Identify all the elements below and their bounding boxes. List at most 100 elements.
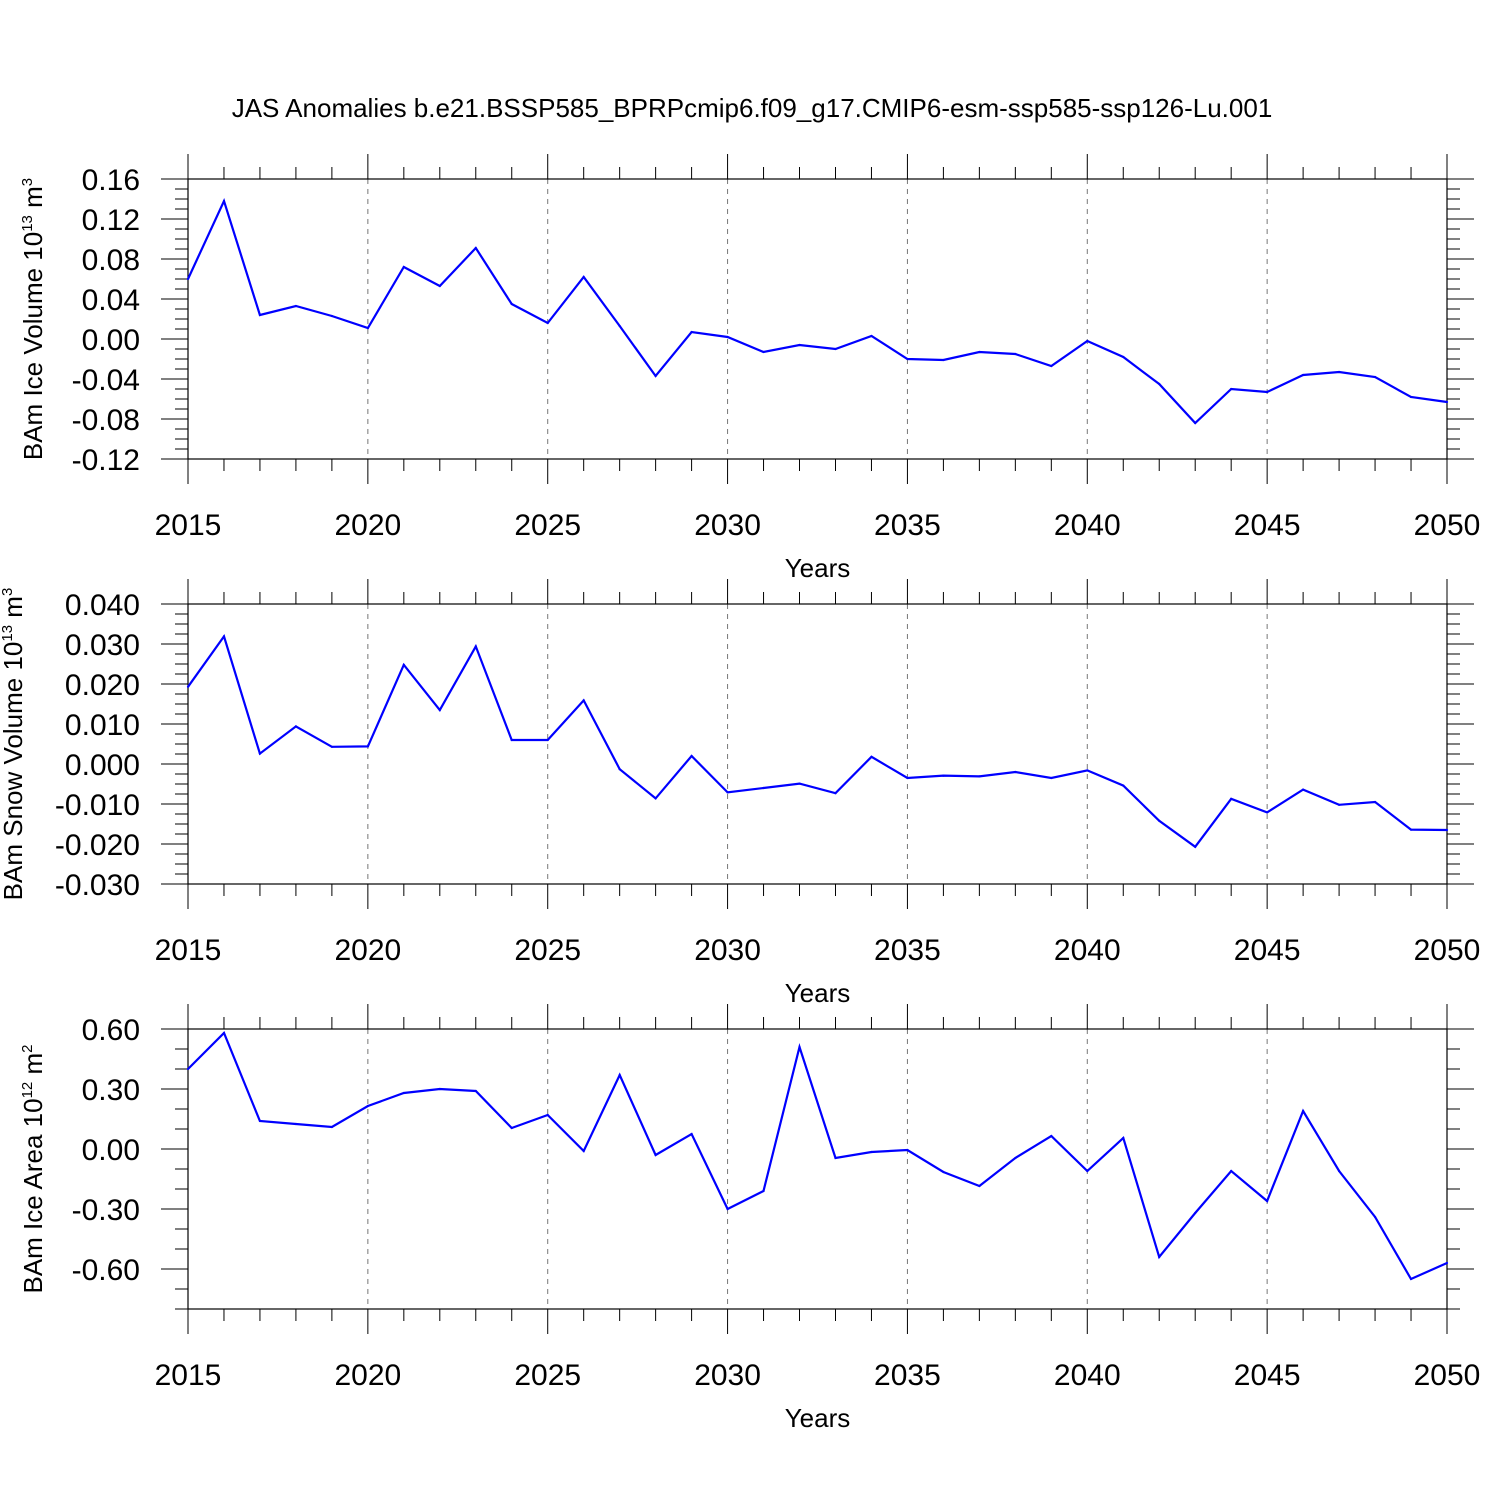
panel-2-data-point — [582, 699, 585, 702]
panel-3-x-tick-label: 2050 — [1414, 1359, 1481, 1392]
panel-1-data-point — [618, 324, 621, 328]
panel-3-y-tick-label: -0.30 — [72, 1194, 140, 1227]
panel-2-data-point — [870, 755, 873, 758]
panel-3-series-line — [187, 1031, 1448, 1281]
panel-3-y-tick-label: -0.60 — [72, 1254, 140, 1287]
panel-2-x-tick-label: 2025 — [514, 934, 581, 967]
panel-3-data-point — [942, 1170, 945, 1174]
panel-2-data-point — [690, 754, 693, 758]
panel-3-data-point — [762, 1189, 765, 1193]
panel-3-data-point — [1086, 1169, 1089, 1173]
panel-1-data-point — [726, 335, 729, 339]
panel-2-x-tick-label: 2050 — [1414, 934, 1481, 967]
panel-3-data-point — [258, 1119, 262, 1123]
panel-1-y-tick-label: -0.04 — [72, 364, 140, 397]
panel-2-x-tick-label: 2015 — [155, 934, 222, 967]
panel-2-data-point — [294, 725, 298, 728]
panel-3-y-tick-label: 0.30 — [82, 1074, 140, 1107]
panel-3-data-point — [690, 1132, 693, 1136]
panel-3-y-axis-title: BAm Ice Area 1012 m2 — [18, 1044, 48, 1293]
panel-1-y-axis-title: BAm Ice Volume 1013 m3 — [18, 178, 48, 460]
panel-2-x-tick-label: 2035 — [874, 934, 941, 967]
panel-1-data-point — [1086, 339, 1089, 343]
panel-1-data-point — [546, 321, 549, 325]
panel-3-data-point — [870, 1150, 873, 1154]
panel-3-data-point — [1194, 1211, 1197, 1215]
panel-3-data-point — [1337, 1169, 1341, 1173]
panel-3-data-point — [1014, 1156, 1017, 1160]
panel-1-data-point — [1158, 382, 1161, 386]
panel-2-data-point — [978, 775, 981, 778]
panel-1-data-point — [1194, 421, 1197, 425]
panel-2-data-point — [726, 791, 729, 794]
panel-2-data-point — [402, 663, 405, 666]
panel-3-data-point — [978, 1184, 981, 1188]
panel-2-data-point — [1337, 803, 1341, 806]
panel-2-x-tick-label: 2040 — [1054, 934, 1121, 967]
panel-3-x-tick-label: 2025 — [514, 1359, 581, 1392]
panel-3-data-point — [546, 1113, 549, 1117]
panel-2-y-tick-label: -0.030 — [55, 869, 140, 902]
panel-1-data-point — [474, 246, 477, 250]
panel-2-data-point — [366, 745, 369, 748]
panel-3-data-point — [1373, 1215, 1377, 1219]
panel-1-x-tick-label: 2050 — [1414, 509, 1481, 542]
panel-2-data-point — [1266, 811, 1269, 814]
panel-2-data-point — [1230, 797, 1233, 800]
panel-1-data-point — [978, 350, 981, 354]
panel-3-data-point — [798, 1045, 801, 1049]
panel-1-data-point — [1014, 352, 1017, 356]
panel-1-y-tick-label: 0.16 — [82, 164, 140, 197]
panel-1-data-point — [294, 304, 298, 308]
panel-3-data-point — [1302, 1109, 1305, 1113]
panel-1-x-tick-label: 2040 — [1054, 509, 1121, 542]
panel-2-data-point — [330, 745, 333, 748]
panel-2-data-point — [1302, 788, 1305, 791]
panel-3-data-point — [1266, 1199, 1269, 1203]
panel-3-data-point — [582, 1149, 585, 1153]
panel-3-data-point — [402, 1091, 405, 1095]
panel-1-x-tick-label: 2045 — [1234, 509, 1301, 542]
panel-2-data-point — [438, 708, 441, 712]
panel-1-plot-frame — [187, 178, 1448, 460]
panel-3-data-point — [906, 1148, 909, 1152]
chart-title: JAS Anomalies b.e21.BSSP585_BPRPcmip6.f0… — [232, 93, 1273, 123]
panel-2-data-point — [1014, 770, 1017, 774]
panel-1-x-axis-title: Years — [785, 553, 851, 583]
panel-1-y-tick-label: 0.12 — [82, 204, 140, 237]
panel-2-plot-frame — [187, 603, 1448, 885]
panel-3-data-point — [222, 1031, 226, 1035]
panel-3-data-point — [1409, 1277, 1413, 1281]
panel-2-data-point — [546, 738, 549, 742]
panel-1-data-point — [834, 347, 837, 351]
panel-3-data-point — [366, 1104, 369, 1108]
panel-3-x-tick-label: 2045 — [1234, 1359, 1301, 1392]
panel-1-data-point — [798, 343, 801, 347]
panel-1-data-point — [690, 330, 693, 334]
panel-1-data-point — [1409, 395, 1413, 399]
panel-3-data-point — [1122, 1136, 1125, 1140]
panel-2-data-point — [258, 752, 262, 755]
panel-2-data-point — [1373, 800, 1377, 804]
panel-2-x-tick-label: 2030 — [694, 934, 761, 967]
panel-2-data-point — [654, 797, 657, 800]
panel-1-y-tick-label: -0.08 — [72, 404, 140, 437]
panel-3-data-point — [330, 1125, 333, 1129]
panel-3-data-point — [510, 1126, 513, 1130]
panel-1-data-point — [222, 199, 226, 203]
panel-3-data-point — [1230, 1169, 1233, 1173]
panel-2-y-tick-label: -0.010 — [55, 789, 140, 822]
panel-3-data-point — [1158, 1255, 1161, 1259]
panel-1-y-tick-label: 0.08 — [82, 244, 140, 277]
panel-1-data-point — [438, 284, 441, 288]
panel-3-data-point — [618, 1073, 621, 1077]
panel-1-x-tick-label: 2020 — [334, 509, 401, 542]
panel-3-data-point — [834, 1156, 837, 1160]
panel-1-data-point — [186, 277, 190, 281]
panel-2-data-point — [942, 774, 945, 777]
panel-1-data-point — [402, 265, 405, 269]
panel-1-data-point — [1230, 387, 1233, 391]
panel-2-data-point — [510, 738, 513, 742]
panel-3-data-point — [1050, 1134, 1053, 1138]
